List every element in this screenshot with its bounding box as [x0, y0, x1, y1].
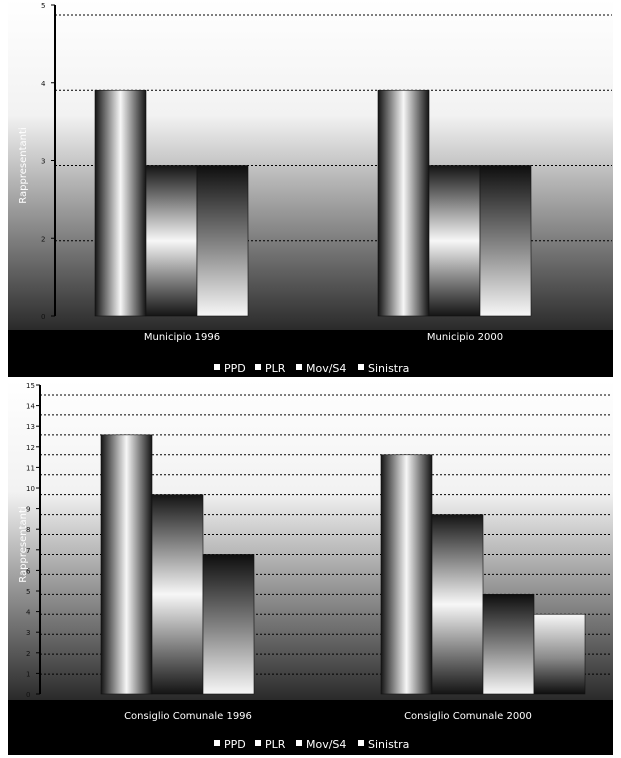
- y-tick-label: 1: [26, 670, 30, 678]
- chart-panel-municipio: 0 2 3 4 5 Rappresentanti Municipio 1996 Municip…: [8, 0, 613, 377]
- bar-plr: [151, 494, 204, 695]
- legend-label: Mov/S4: [306, 362, 346, 375]
- y-tick-label: 5: [41, 2, 45, 10]
- y-tick-label: 7: [26, 547, 30, 555]
- legend-band: [8, 700, 613, 755]
- legend-band: [8, 330, 613, 377]
- y-tick-label: 0: [41, 313, 45, 321]
- y-tick-label: 15: [26, 382, 35, 390]
- y-tick-label: 4: [41, 80, 46, 88]
- category-label: Municipio 2000: [427, 332, 503, 343]
- bar-ppd: [380, 454, 433, 695]
- y-tick-label: 14: [26, 403, 35, 411]
- legend-swatch: [214, 364, 220, 370]
- legend-label: PPD: [224, 362, 246, 375]
- legend-swatch: [358, 364, 364, 370]
- legend-swatch: [255, 740, 261, 746]
- legend-label: Mov/S4: [306, 738, 346, 751]
- y-tick-label: 0: [26, 691, 30, 699]
- legend-label: Sinistra: [368, 738, 409, 751]
- category-label: Consiglio Comunale 2000: [404, 711, 532, 722]
- legend-swatch: [296, 740, 302, 746]
- bar-mov-s4: [482, 594, 535, 695]
- y-tick-label: 11: [26, 464, 35, 472]
- category-label: Municipio 1996: [144, 332, 220, 343]
- legend-label: Sinistra: [368, 362, 409, 375]
- y-tick-label: 9: [26, 506, 30, 514]
- y-tick-label: 13: [26, 423, 35, 431]
- legend-swatch: [214, 740, 220, 746]
- legend-swatch: [255, 364, 261, 370]
- bar-mov-s4: [196, 165, 249, 317]
- y-tick-label: 10: [26, 485, 35, 493]
- y-tick-label: 2: [41, 235, 45, 243]
- y-tick-label: 2: [26, 650, 30, 658]
- bar-plr: [428, 165, 481, 317]
- y-tick-label: 4: [26, 609, 31, 617]
- y-tick-label: 3: [26, 629, 30, 637]
- legend-swatch: [296, 364, 302, 370]
- legend-label: PPD: [224, 738, 246, 751]
- y-tick-label: 8: [26, 526, 30, 534]
- legend-label: PLR: [265, 738, 286, 751]
- y-tick-label: 5: [26, 588, 30, 596]
- y-tick-label: 12: [26, 444, 35, 452]
- bar-ppd: [377, 89, 430, 317]
- bar-plr: [145, 165, 198, 317]
- y-axis-label: Rappresentanti: [18, 506, 29, 582]
- bar-ppd: [94, 89, 147, 317]
- category-label: Consiglio Comunale 1996: [124, 711, 252, 722]
- y-tick-label: 3: [41, 158, 45, 166]
- chart-panel-consiglio: 0123456789101112131415RappresentantiCons…: [8, 380, 613, 755]
- legend-swatch: [358, 740, 364, 746]
- bar-plr: [431, 514, 484, 695]
- y-tick-label: 6: [26, 567, 31, 575]
- bar-mov-s4: [202, 554, 255, 695]
- bar-sinistra: [533, 613, 586, 695]
- legend-label: PLR: [265, 362, 286, 375]
- bar-mov-s4: [479, 165, 532, 317]
- bar-ppd: [100, 434, 153, 695]
- y-axis-label: Rappresentanti: [18, 127, 29, 203]
